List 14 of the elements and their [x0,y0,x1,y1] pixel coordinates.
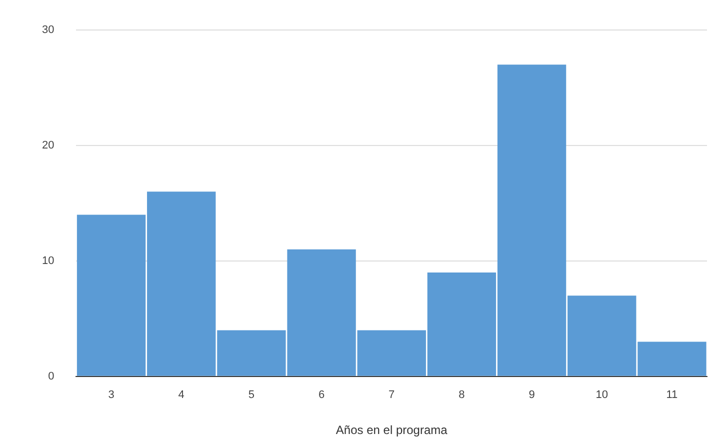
x-tick-label: 7 [388,389,395,402]
x-tick-label: 10 [596,389,608,402]
x-tick-label: 11 [666,389,678,402]
x-axis-title: Años en el programa [336,423,448,438]
y-tick-label: 0 [48,370,54,382]
y-tick-label: 10 [42,254,54,267]
x-tick-label: 6 [318,389,325,402]
x-tick-label: 5 [248,389,255,402]
y-tick-label: 30 [42,24,54,36]
x-tick-label: 4 [178,389,184,402]
y-tick-label: 20 [42,140,54,152]
x-tick-label: 8 [458,389,465,402]
x-tick-label: 3 [108,389,114,402]
x-tick-label: 9 [528,389,535,402]
